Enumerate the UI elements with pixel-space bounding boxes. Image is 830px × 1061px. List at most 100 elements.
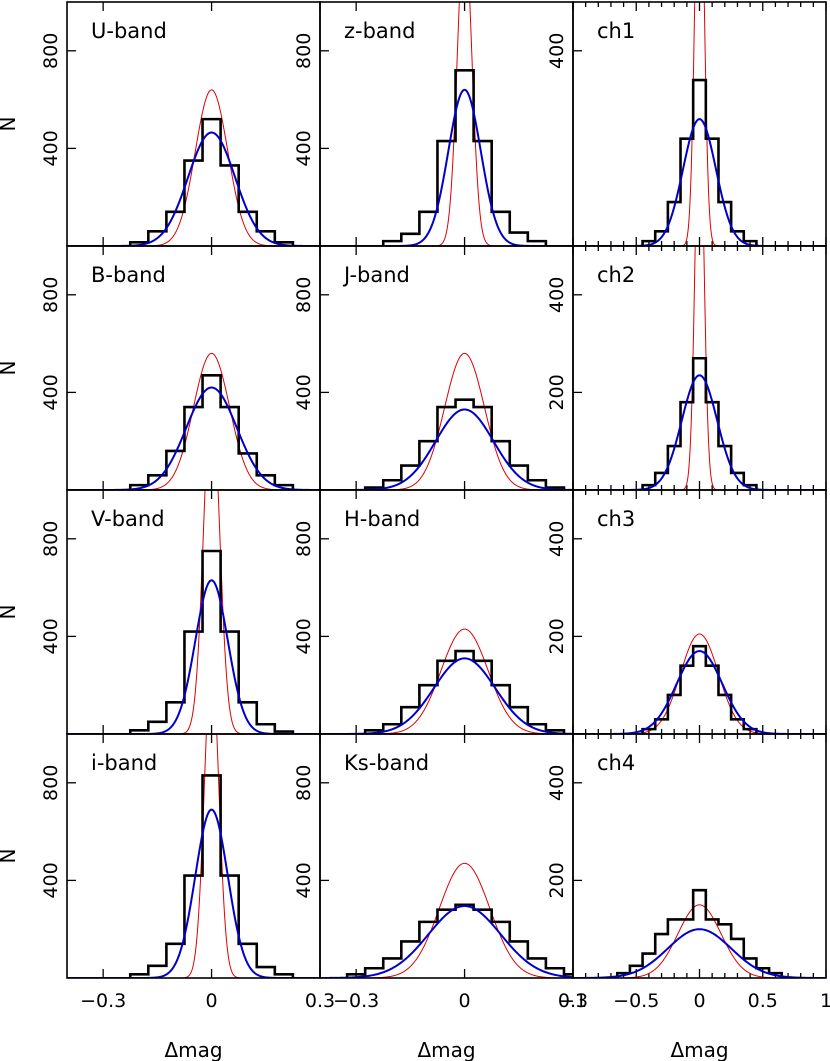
red-gaussian-curve xyxy=(67,490,320,734)
band-label: i-band xyxy=(91,751,157,775)
y-axis-label: N xyxy=(0,117,20,132)
panel-u-band: 400 800 U-band xyxy=(40,1,321,247)
panel-h-band: 400 800 H-band xyxy=(293,489,574,735)
y-tick-label: 400 xyxy=(40,130,62,166)
y-tick-label: 400 xyxy=(293,130,315,166)
blue-gaussian-curve xyxy=(67,131,320,246)
red-gaussian-curve xyxy=(573,904,826,978)
y-tick-label: 200 xyxy=(546,374,568,410)
histogram-steps xyxy=(363,649,566,734)
band-label: z-band xyxy=(344,19,415,43)
band-label: ch1 xyxy=(597,19,635,43)
x-tick-label: 1 xyxy=(820,990,830,1012)
histogram-steps xyxy=(128,117,295,246)
x-tick-label: −0.5 xyxy=(613,990,659,1012)
blue-gaussian-curve xyxy=(573,118,826,246)
histogram-steps xyxy=(128,549,295,734)
y-tick-label: 400 xyxy=(40,374,62,410)
y-tick-label: 800 xyxy=(293,521,315,557)
x-tick-label: −0.3 xyxy=(80,990,126,1012)
panel-ch4: 200 400 ch4 −1 −0.5 0 0.5 1 xyxy=(546,733,830,1012)
panel-j-band: 400 800 J-band xyxy=(293,245,574,491)
x-tick-label: 0 xyxy=(459,990,471,1012)
histogram-steps xyxy=(363,398,566,490)
panel-z-band: 400 800 z-band xyxy=(293,1,574,247)
y-tick-label: 400 xyxy=(40,862,62,898)
band-label: ch4 xyxy=(597,751,635,775)
histogram-steps xyxy=(381,69,548,246)
red-gaussian-curve xyxy=(67,352,320,490)
y-tick-label: 400 xyxy=(546,33,568,69)
panel-ch2: 200 400 ch2 xyxy=(546,245,827,491)
histogram-steps xyxy=(345,903,573,978)
y-tick-label: 400 xyxy=(546,277,568,313)
y-tick-label: 400 xyxy=(546,765,568,801)
blue-gaussian-curve xyxy=(573,928,826,978)
y-tick-label: 400 xyxy=(546,521,568,557)
x-tick-label: 0.3 xyxy=(305,990,335,1012)
blue-gaussian-curve xyxy=(320,408,573,490)
red-gaussian-curve xyxy=(573,246,826,490)
x-tick-label: 0.3 xyxy=(558,990,588,1012)
x-tick-label: 0 xyxy=(693,990,705,1012)
x-axis-label: Δmag xyxy=(670,1038,728,1061)
y-tick-label: 400 xyxy=(293,618,315,654)
y-tick-label: 200 xyxy=(546,618,568,654)
y-tick-label: 800 xyxy=(40,33,62,69)
panel-frame xyxy=(572,733,827,979)
red-gaussian-curve xyxy=(320,352,573,490)
red-gaussian-curve xyxy=(320,2,573,246)
blue-gaussian-curve xyxy=(320,657,573,734)
red-gaussian-curve xyxy=(320,628,573,734)
histogram-steps xyxy=(128,374,295,490)
x-tick-label: −1 xyxy=(559,990,587,1012)
band-label: V-band xyxy=(91,507,165,531)
histogram-steps xyxy=(128,774,295,978)
band-label: ch3 xyxy=(597,507,635,531)
y-tick-label: 400 xyxy=(293,374,315,410)
y-axis-label: N xyxy=(0,361,20,376)
blue-gaussian-curve xyxy=(573,650,826,734)
histogram-steps xyxy=(641,78,758,246)
panel-ch1: 400 ch1 xyxy=(546,1,827,247)
blue-gaussian-curve xyxy=(573,374,826,490)
band-label: J-band xyxy=(342,263,410,287)
band-label: Ks-band xyxy=(344,751,429,775)
y-tick-label: 800 xyxy=(293,33,315,69)
y-tick-label: 400 xyxy=(40,618,62,654)
x-axis-label: Δmag xyxy=(417,1038,475,1061)
band-label: ch2 xyxy=(597,263,635,287)
histogram-steps xyxy=(615,888,784,978)
band-label: H-band xyxy=(344,507,420,531)
y-tick-label: 800 xyxy=(293,765,315,801)
x-tick-label: −0.3 xyxy=(333,990,379,1012)
blue-gaussian-curve xyxy=(320,88,573,246)
red-gaussian-curve xyxy=(67,89,320,246)
y-tick-label: 800 xyxy=(40,765,62,801)
histogram-steps xyxy=(641,356,758,490)
panel-ch3: 200 400 ch3 xyxy=(546,489,827,735)
band-label: B-band xyxy=(91,263,166,287)
y-tick-label: 800 xyxy=(293,277,315,313)
red-gaussian-curve xyxy=(320,862,573,978)
band-label: U-band xyxy=(91,19,167,43)
blue-gaussian-curve xyxy=(67,386,320,490)
histogram-steps xyxy=(641,644,758,734)
red-gaussian-curve xyxy=(573,633,826,734)
y-axis-label: N xyxy=(0,849,20,864)
red-gaussian-curve xyxy=(67,734,320,978)
y-tick-label: 800 xyxy=(40,277,62,313)
y-axis-label: N xyxy=(0,605,20,620)
y-tick-label: 400 xyxy=(293,862,315,898)
panel-b-band: 400 800 B-band xyxy=(40,245,321,491)
x-axis-label: Δmag xyxy=(164,1038,222,1061)
panel-ks-band: 400 800 Ks-band −0.3 0 0.3 xyxy=(293,733,588,1012)
x-tick-label: 0.5 xyxy=(748,990,778,1012)
blue-gaussian-curve xyxy=(320,905,573,978)
x-tick-label: 0 xyxy=(206,990,218,1012)
y-tick-label: 200 xyxy=(546,862,568,898)
blue-gaussian-curve xyxy=(67,808,320,978)
panel-i-band: 400 800 i-band −0.3 0 0.3 xyxy=(40,733,335,1012)
y-tick-label: 800 xyxy=(40,521,62,557)
